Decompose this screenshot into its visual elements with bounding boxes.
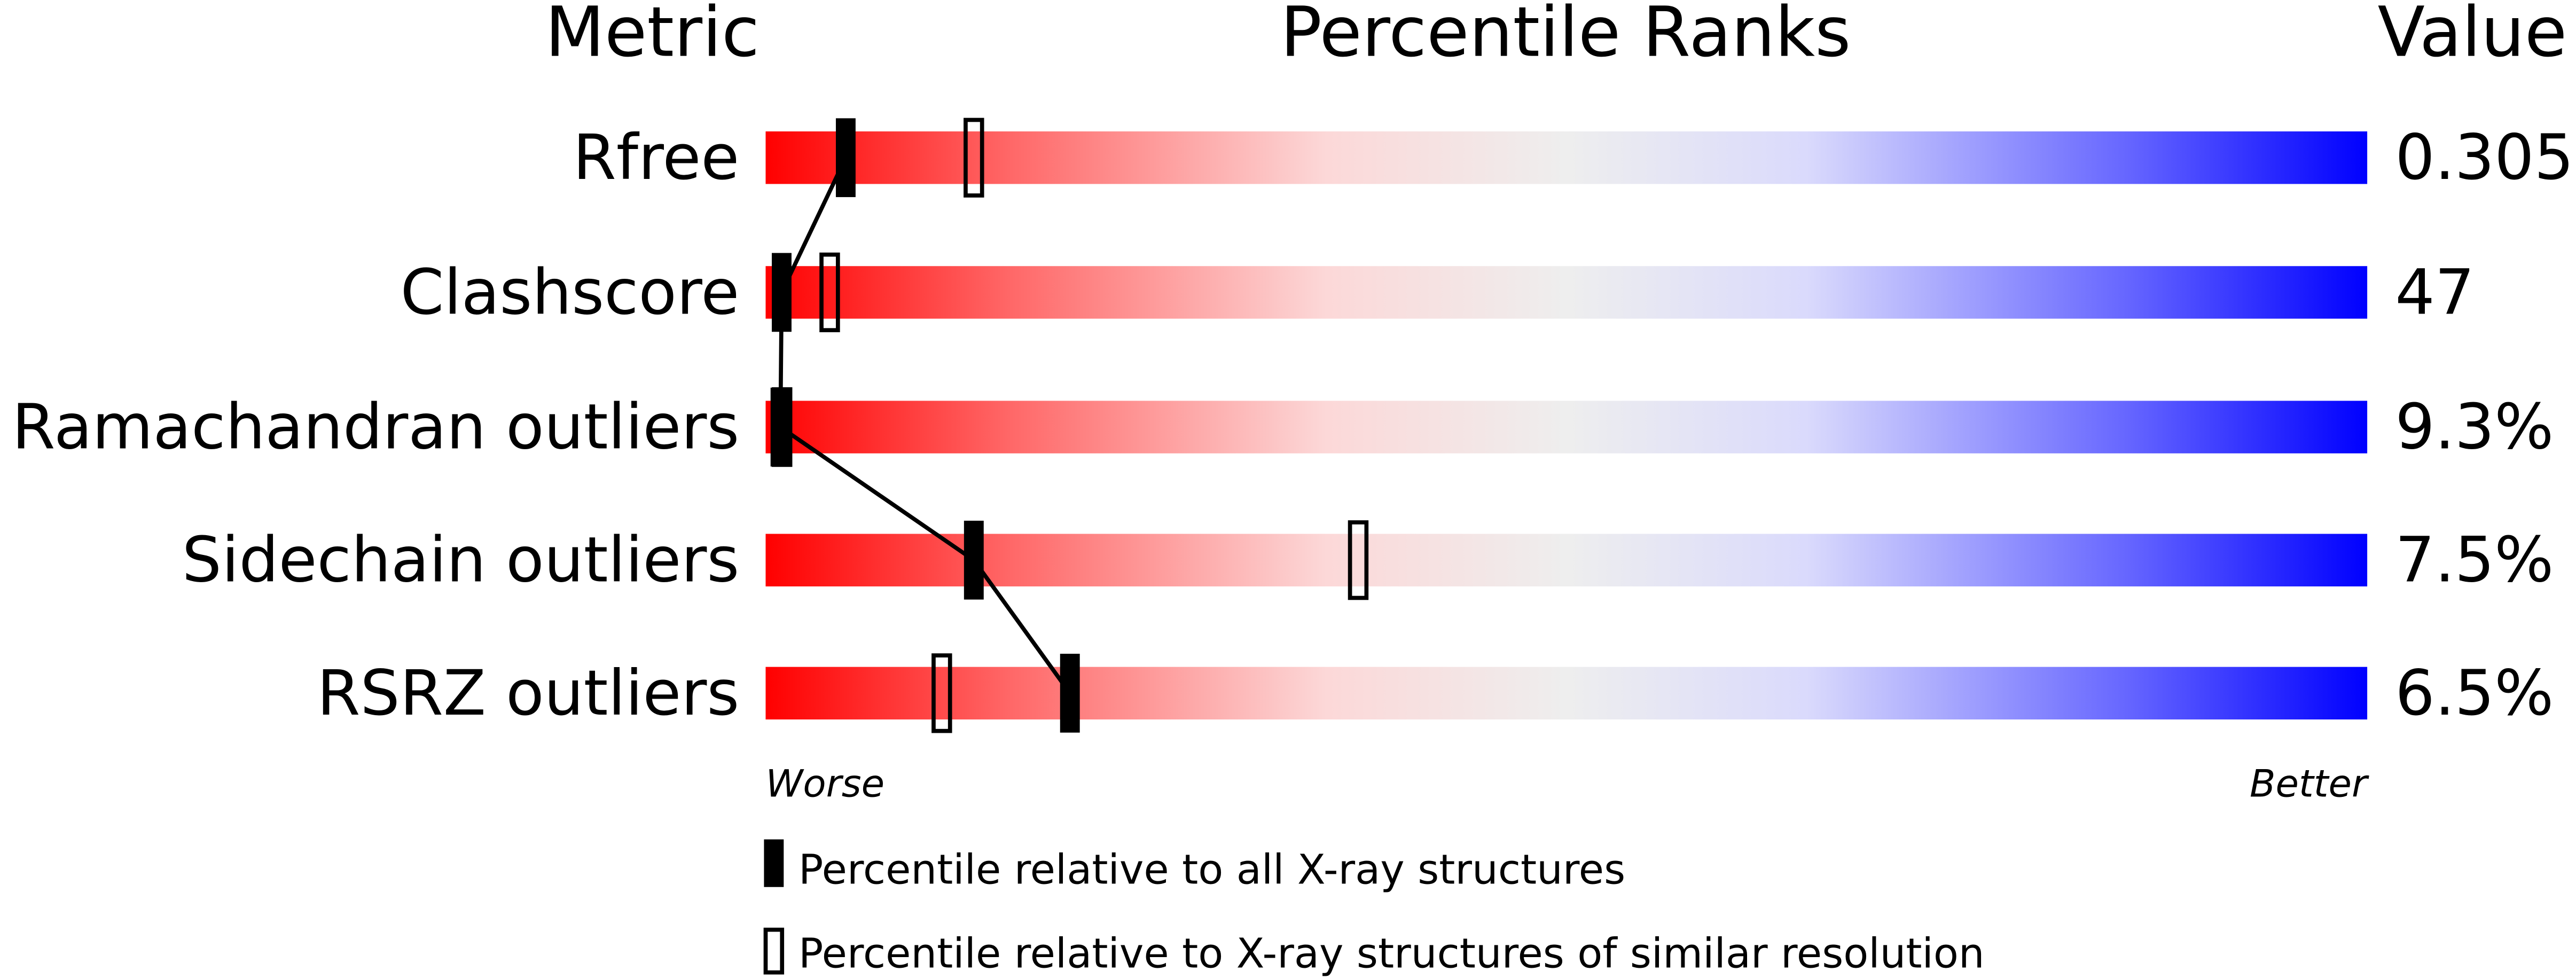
metric-value: 6.5% <box>2395 657 2554 730</box>
percentile-bar <box>765 401 2368 453</box>
metric-label: Rfree <box>573 121 740 194</box>
all-structures-marker <box>1060 654 1080 733</box>
all-structures-marker <box>772 253 792 332</box>
metric-value: 47 <box>2395 256 2475 328</box>
header-percentile-ranks: Percentile Ranks <box>1280 0 1851 73</box>
better-label: Better <box>2250 762 2369 806</box>
metric-label: Sidechain outliers <box>182 524 739 597</box>
metric-label: RSRZ outliers <box>317 657 739 730</box>
similar-resolution-marker <box>964 118 984 198</box>
percentile-bar <box>765 667 2368 720</box>
metric-value: 7.5% <box>2395 524 2554 597</box>
legend-open-marker-icon <box>763 927 785 975</box>
all-structures-marker <box>770 387 790 467</box>
similar-resolution-marker <box>1348 520 1369 600</box>
metric-value: 0.305 <box>2395 121 2574 194</box>
legend-filled-marker-icon <box>764 839 784 887</box>
worse-label: Worse <box>765 762 884 806</box>
metric-label: Clashscore <box>401 256 740 328</box>
header-metric: Metric <box>545 0 760 73</box>
percentile-bar <box>765 534 2368 586</box>
metric-value: 9.3% <box>2395 391 2554 464</box>
legend-all-label: Percentile relative to all X-ray structu… <box>798 847 1625 894</box>
all-structures-marker <box>835 118 856 198</box>
similar-resolution-marker <box>931 653 952 733</box>
legend-similar-label: Percentile relative to X-ray structures … <box>798 930 1985 977</box>
percentile-bar <box>765 266 2368 319</box>
all-structures-marker <box>964 520 984 600</box>
header-value: Value <box>2378 0 2567 73</box>
similar-resolution-marker <box>819 252 840 333</box>
metric-label: Ramachandran outliers <box>12 391 739 464</box>
percentile-bar <box>765 131 2368 184</box>
